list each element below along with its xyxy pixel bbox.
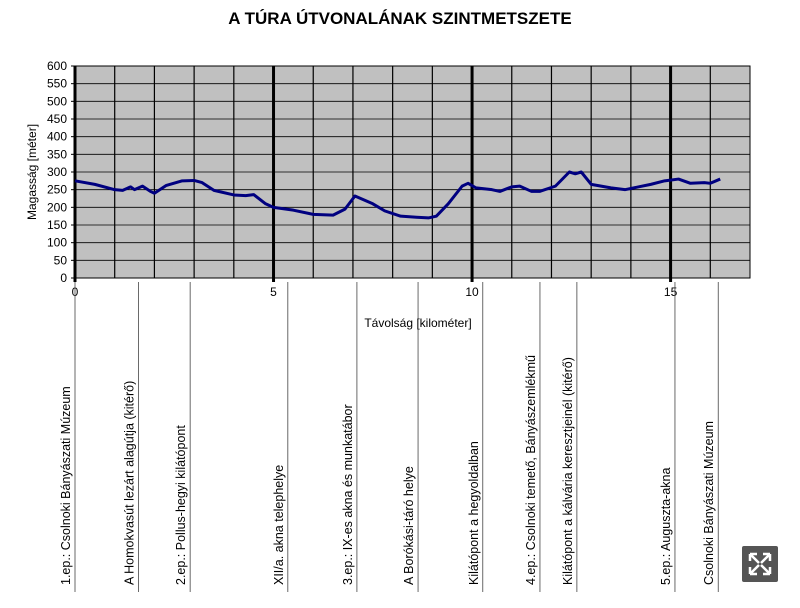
x-tick-label: 15 — [664, 285, 678, 299]
y-tick-label: 450 — [47, 112, 67, 126]
y-tick-label: 150 — [47, 218, 67, 232]
y-tick-label: 550 — [47, 77, 67, 91]
waypoint-label: XII/a. akna telephelye — [272, 465, 286, 585]
waypoint-label: 4.ep.: Csolnoki temető, Bányászemlékmű — [524, 355, 538, 585]
y-tick-label: 0 — [60, 271, 67, 285]
chart-title: A TÚRA ÚTVONALÁNAK SZINTMETSZETE — [228, 9, 571, 28]
waypoint-label: Kilátópont a kálvária keresztjeinél (kit… — [561, 357, 575, 585]
waypoint-label: 5.ep.: Auguszta-akna — [659, 468, 673, 585]
x-tick-label: 10 — [465, 285, 479, 299]
y-tick-label: 250 — [47, 183, 67, 197]
waypoint-label: Kilátópont a hegyoldalban — [467, 441, 481, 585]
y-tick-label: 50 — [54, 253, 68, 267]
elevation-line — [74, 170, 721, 220]
y-tick-label: 200 — [47, 200, 67, 214]
x-tick-label: 5 — [270, 285, 277, 299]
y-axis-label: Magasság [méter] — [25, 124, 39, 220]
waypoint-label: A Homokvasút lezárt alagútja (kitérő) — [123, 381, 137, 585]
expand-icon[interactable] — [748, 552, 772, 576]
waypoint-label: A Borókási-táró helye — [402, 466, 416, 585]
y-tick-label: 600 — [47, 59, 67, 73]
y-tick-label: 100 — [47, 236, 67, 250]
y-tick-label: 300 — [47, 165, 67, 179]
y-tick-label: 500 — [47, 94, 67, 108]
waypoint-label: 3.ep.: IX-es akna és munkatábor — [341, 404, 355, 585]
expand-bg[interactable] — [742, 546, 778, 582]
expand-button[interactable] — [742, 546, 778, 582]
y-tick-label: 350 — [47, 147, 67, 161]
waypoint-label: 1.ep.: Csolnoki Bányászati Múzeum — [59, 386, 73, 585]
y-tick-label: 400 — [47, 130, 67, 144]
waypoint-label: 2.ep.: Pollus-hegyi kilátópont — [174, 425, 188, 585]
waypoint-label: Csolnoki Bányászati Múzeum — [702, 421, 716, 585]
